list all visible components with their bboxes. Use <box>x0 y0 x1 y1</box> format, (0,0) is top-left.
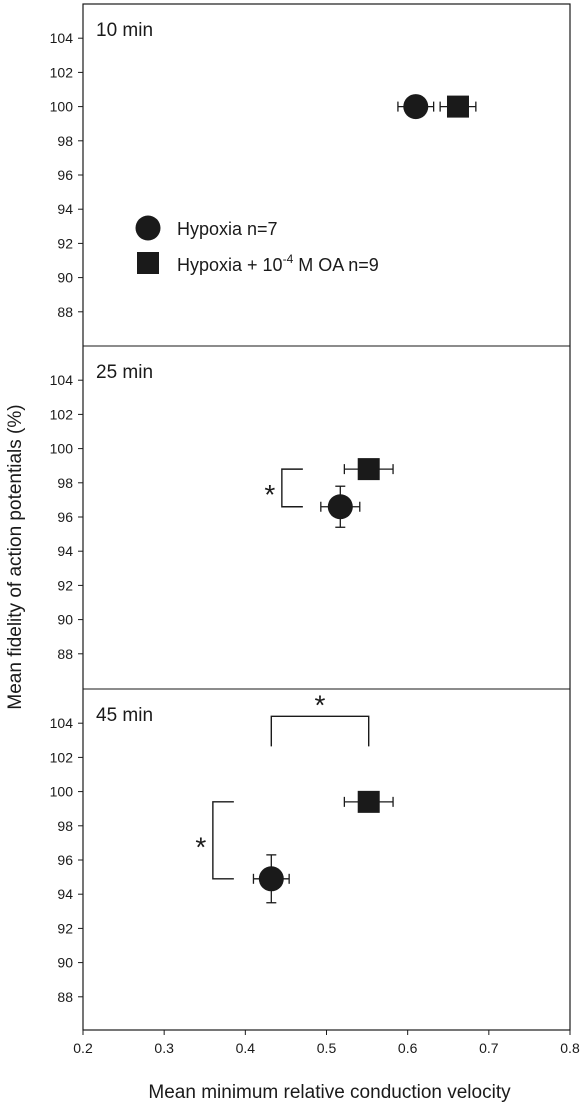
y-tick-label: 100 <box>50 784 74 800</box>
circle-marker <box>327 494 353 520</box>
panel-label: 10 min <box>96 20 153 41</box>
legend-circle-icon <box>135 215 161 241</box>
y-tick-label: 104 <box>50 715 74 731</box>
y-tick-label: 92 <box>57 577 73 593</box>
bracket-line <box>270 715 370 747</box>
y-tick-label: 88 <box>57 989 73 1005</box>
square-marker <box>357 458 380 481</box>
panel-label: 25 min <box>96 362 153 383</box>
x-axis-title: Mean minimum relative conduction velocit… <box>148 1082 511 1103</box>
y-axis-title: Mean fidelity of action potentials (%) <box>5 404 26 709</box>
y-tick-label: 96 <box>57 852 73 868</box>
y-tick-label: 100 <box>50 441 74 457</box>
y-tick-label: 104 <box>50 372 74 388</box>
y-tick-label: 94 <box>57 201 73 217</box>
legend-square-icon <box>137 252 159 274</box>
legend-label: Hypoxia + 10-4 M OA n=9 <box>177 252 379 275</box>
bracket-line <box>212 801 234 880</box>
y-tick-label: 92 <box>57 920 73 936</box>
y-tick-label: 100 <box>50 99 74 115</box>
significance-star: * <box>264 479 275 510</box>
significance-bracket: * <box>270 689 370 747</box>
square-marker <box>357 790 380 813</box>
y-tick-label: 102 <box>50 406 74 422</box>
y-tick-label: 88 <box>57 304 73 320</box>
legend-label: Hypoxia n=7 <box>177 219 278 239</box>
x-tick-label: 0.8 <box>560 1040 580 1056</box>
significance-star: * <box>315 689 326 720</box>
y-tick-label: 98 <box>57 818 73 834</box>
x-tick-label: 0.6 <box>398 1040 418 1056</box>
significance-bracket: * <box>264 468 303 510</box>
x-tick-label: 0.5 <box>317 1040 337 1056</box>
y-tick-label: 98 <box>57 475 73 491</box>
y-tick-label: 94 <box>57 886 73 902</box>
y-tick-label: 102 <box>50 64 74 80</box>
legend: Hypoxia n=7 Hypoxia + 10-4 M OA n=9 <box>135 215 379 275</box>
y-tick-label: 90 <box>57 270 73 286</box>
y-tick-label: 96 <box>57 509 73 525</box>
panel-label: 45 min <box>96 705 153 726</box>
y-tick-label: 104 <box>50 30 74 46</box>
circle-marker <box>258 866 284 892</box>
y-tick-label: 92 <box>57 235 73 251</box>
bracket-line <box>281 468 303 508</box>
plot-frame <box>82 3 571 1031</box>
x-tick-label: 0.2 <box>73 1040 93 1056</box>
y-tick-label: 96 <box>57 167 73 183</box>
significance-star: * <box>195 831 206 862</box>
y-tick-label: 102 <box>50 749 74 765</box>
x-tick-label: 0.3 <box>154 1040 174 1056</box>
x-tick-label: 0.7 <box>479 1040 499 1056</box>
x-tick-label: 0.4 <box>236 1040 256 1056</box>
circle-marker <box>403 94 429 120</box>
significance-bracket: * <box>195 801 234 880</box>
y-tick-label: 90 <box>57 955 73 971</box>
y-tick-label: 88 <box>57 646 73 662</box>
square-marker <box>446 95 469 118</box>
y-tick-label: 98 <box>57 133 73 149</box>
y-tick-label: 94 <box>57 543 73 559</box>
y-tick-label: 90 <box>57 612 73 628</box>
